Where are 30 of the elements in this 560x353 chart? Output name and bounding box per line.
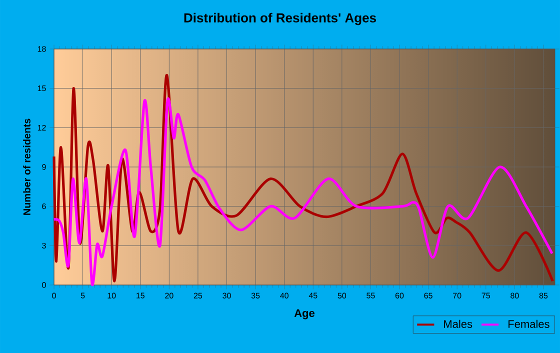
- y-tick-label: 3: [42, 242, 46, 248]
- y-tick-label: 15: [38, 86, 46, 92]
- x-tick-label: 25: [194, 292, 202, 298]
- legend-label: Females: [508, 320, 550, 328]
- y-tick-label: 9: [42, 164, 46, 170]
- x-axis-title: Age: [294, 309, 315, 320]
- x-tick-label: 70: [453, 292, 462, 298]
- x-tick-label: 40: [280, 292, 288, 298]
- x-tick-label: 75: [482, 292, 490, 298]
- x-tick-label: 55: [366, 292, 375, 298]
- x-tick-label: 85: [539, 292, 548, 298]
- x-tick-label: 50: [338, 292, 346, 298]
- x-tick-label: 45: [308, 292, 318, 298]
- x-tick-label: 35: [251, 292, 260, 298]
- x-tick-label: 15: [136, 292, 144, 298]
- x-tick-label: 80: [510, 292, 519, 298]
- x-tick-label: 10: [108, 292, 116, 298]
- x-tick-label: 5: [80, 292, 85, 298]
- y-tick-label: 6: [42, 203, 46, 210]
- x-tick-label: 30: [222, 292, 231, 298]
- x-tick-label: 65: [424, 292, 432, 298]
- x-tick-label: 60: [395, 292, 404, 298]
- y-tick-label: 18: [38, 46, 46, 52]
- y-axis-title: Number of residents: [23, 118, 30, 215]
- legend-label: Males: [444, 320, 472, 328]
- x-tick-label: 20: [165, 292, 174, 298]
- y-tick-label: 0: [42, 282, 46, 288]
- chart-title: Distribution of Residents' Ages: [184, 12, 376, 26]
- x-tick-label: 0: [52, 292, 56, 298]
- y-tick-label: 12: [38, 124, 46, 130]
